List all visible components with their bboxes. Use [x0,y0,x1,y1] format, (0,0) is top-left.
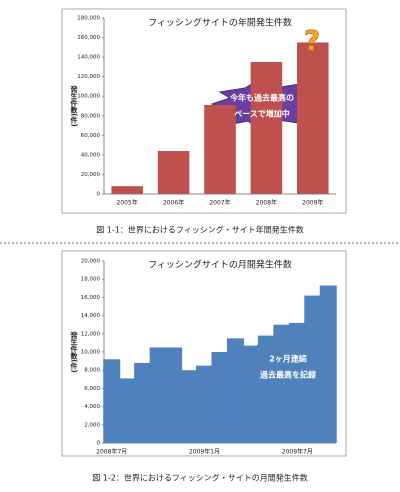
bar [273,324,291,443]
y-tick-label: 180,000 [77,16,100,22]
bar [118,378,136,443]
x-tick-label: 2006年 [163,199,184,207]
chart-title: フィッシングサイトの月間発生件数 [148,259,292,271]
bar [196,365,214,443]
bar [304,295,322,443]
bar [319,285,337,443]
annotation: 過去最高を記録 [259,370,317,380]
x-tick-label: 2008年7月 [96,448,127,456]
bar [288,322,306,443]
annotation: 2ヶ月連続 [269,354,307,364]
y-tick-label: 6,000 [84,386,100,392]
x-tick-label: 2008年 [256,199,277,207]
y-tick-label: 16,000 [81,295,101,301]
bar [157,150,190,194]
y-axis-label: 発生件数(件) [70,330,79,372]
y-tick-label: 140,000 [77,55,100,61]
y-tick-label: 14,000 [81,313,101,319]
y-tick-label: 60,000 [81,133,101,139]
y-tick-label: 0 [97,441,101,447]
y-tick-label: 120,000 [77,74,100,80]
bar [111,186,143,194]
y-axis-label: 発生件数(件) [70,84,79,126]
bar [211,352,229,443]
x-tick-label: 2005年 [117,199,138,207]
x-tick-label: 2009年 [302,199,323,207]
caption: 図 1-2：世界におけるフィッシング・サイトの月間発生件数 [92,473,307,483]
x-tick-label: 2009年1月 [189,448,220,456]
y-tick-label: 40,000 [81,152,101,158]
y-tick-label: 20,000 [81,172,101,178]
y-tick-label: 100,000 [77,94,100,100]
y-tick-label: 0 [97,192,101,198]
bar [103,359,121,443]
bar [180,370,198,443]
y-tick-label: 80,000 [81,113,101,119]
y-tick-label: 18,000 [81,277,101,283]
annotation: ペースで増加中 [234,109,290,119]
bar [297,42,329,194]
bar [250,62,283,194]
y-tick-label: 2,000 [84,422,100,428]
bar [134,362,152,443]
y-tick-label: 10,000 [81,350,101,356]
x-tick-label: 2007年 [209,199,230,207]
chart-title: フィッシングサイトの年間発生件数 [148,17,292,29]
icon: ? [304,24,320,57]
bar [257,335,275,443]
bar [226,338,244,443]
bar [165,347,183,443]
bar [204,105,236,194]
bar [242,345,260,443]
y-tick-label: 160,000 [77,35,100,41]
y-tick-label: 4,000 [84,404,100,410]
x-tick-label: 2009年7月 [282,448,313,456]
caption: 図 1-1：世界におけるフィッシング・サイト年間発生件数 [96,225,303,235]
y-tick-label: 8,000 [84,368,100,374]
annotation: 今年も過去最高の [229,93,294,103]
y-tick-label: 12,000 [81,331,101,337]
bar [149,347,167,443]
y-tick-label: 20,000 [81,259,101,265]
